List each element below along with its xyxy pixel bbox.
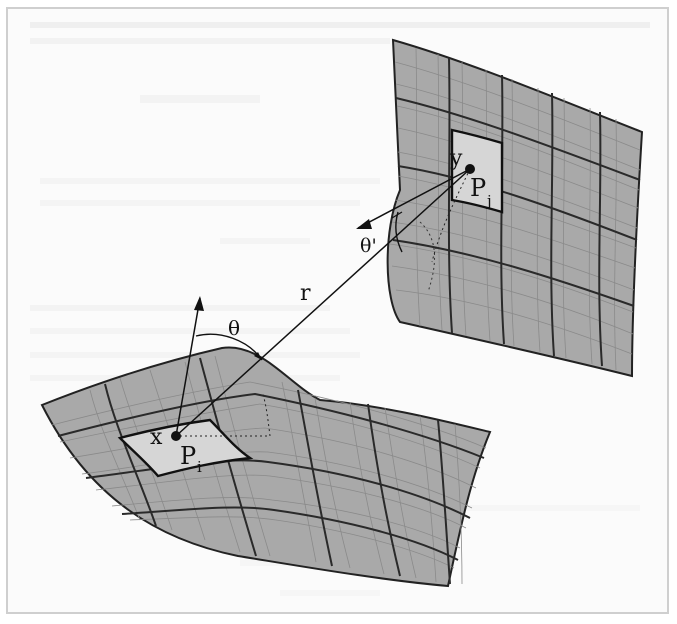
normal-y-arrowhead bbox=[356, 219, 372, 229]
projection-dotted-j bbox=[431, 168, 471, 263]
label-patch-pj: P bbox=[470, 174, 486, 202]
geometry bbox=[171, 164, 475, 441]
background-text bbox=[30, 22, 650, 596]
distance-line bbox=[175, 168, 471, 437]
label-point-x: x bbox=[150, 425, 163, 450]
surface-i-body bbox=[40, 346, 492, 588]
surface-j bbox=[386, 38, 644, 378]
label-patch-pi: P bbox=[180, 442, 196, 470]
label-angle-theta-prime: θ' bbox=[360, 235, 377, 257]
normal-y-line bbox=[357, 168, 471, 229]
surface-j-hidden-edge bbox=[419, 221, 436, 293]
projection-dotted-i bbox=[180, 391, 271, 437]
surface-j-body bbox=[386, 38, 644, 378]
label-patch-pj-subscript: j bbox=[485, 192, 492, 210]
patch-pi bbox=[117, 418, 254, 478]
label-point-y: y bbox=[449, 146, 463, 171]
normal-x-arrowhead bbox=[194, 296, 204, 311]
label-patch-pi-subscript: i bbox=[197, 458, 202, 476]
labels: x P i y P j r θ θ' bbox=[150, 146, 492, 476]
label-angle-theta: θ bbox=[228, 316, 240, 340]
patch-pj bbox=[450, 128, 504, 214]
angle-theta-arrow bbox=[254, 352, 262, 360]
point-x-dot bbox=[171, 431, 181, 441]
surface-i bbox=[40, 346, 492, 588]
point-y-dot bbox=[465, 164, 475, 174]
normal-x-line bbox=[175, 297, 201, 437]
angle-theta-prime-tick bbox=[391, 211, 403, 219]
label-distance-r: r bbox=[300, 281, 311, 306]
surface-j-fine-grid bbox=[389, 47, 641, 371]
